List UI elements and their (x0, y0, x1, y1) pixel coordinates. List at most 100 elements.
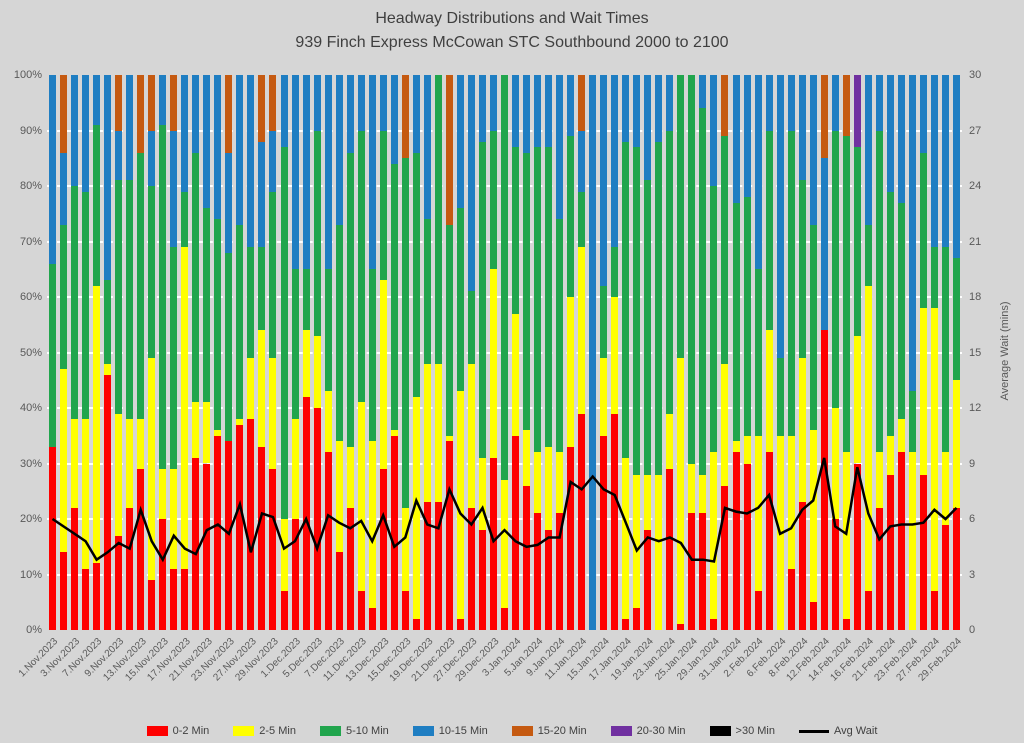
bar-segment (115, 413, 123, 536)
legend-swatch-icon (412, 726, 434, 736)
bar-segment (280, 591, 288, 630)
bar-segment (655, 141, 663, 475)
bar-segment (280, 519, 288, 592)
bar-segment (611, 297, 619, 414)
bar-segment (655, 75, 663, 142)
bar-segment (192, 152, 200, 403)
bar-segment (434, 363, 442, 503)
bar-segment (864, 285, 872, 592)
bar-segment (611, 413, 619, 630)
bar-segment (699, 513, 707, 630)
bar-segment (258, 75, 266, 142)
bar-segment (864, 75, 872, 225)
bar-segment (335, 441, 343, 553)
bar-segment (60, 224, 68, 370)
bar-segment (181, 191, 189, 248)
bar-segment (908, 391, 916, 453)
bar-segment (280, 147, 288, 519)
legend-item: Avg Wait (798, 725, 877, 737)
bar-segment (908, 452, 916, 630)
bar-segment (919, 308, 927, 475)
bar-segment (622, 75, 630, 142)
bar-segment (181, 247, 189, 569)
bar-segment (335, 75, 343, 225)
bar-segment (335, 552, 343, 630)
bar-segment (346, 507, 354, 630)
bar-segment (137, 75, 145, 153)
bar-segment (754, 269, 762, 436)
y-axis-left-tick: 50% (19, 346, 42, 359)
bar-segment (556, 219, 564, 453)
bar-segment (941, 75, 949, 248)
bar-segment (644, 474, 652, 531)
legend-label: 10-15 Min (438, 725, 488, 737)
bar-segment (611, 75, 619, 248)
bar-segment (842, 136, 850, 453)
y-axis-right-tick: 0 (969, 624, 976, 636)
y-axis-left-tick: 40% (19, 402, 42, 414)
bar-segment (864, 224, 872, 286)
bar-segment (743, 435, 751, 464)
bar-segment (732, 75, 740, 203)
bar-segment (236, 424, 244, 630)
bar-segment (489, 457, 497, 630)
bar-segment (677, 624, 685, 630)
legend-swatch-icon (146, 726, 168, 736)
bar-segment (600, 75, 608, 286)
bar-segment (467, 291, 475, 364)
bar-segment (886, 474, 894, 630)
bar-segment (93, 563, 101, 630)
bar-segment (478, 75, 486, 142)
bar-segment (115, 535, 123, 630)
bar-segment (886, 191, 894, 436)
bar-segment (456, 618, 464, 630)
bar-segment (192, 402, 200, 458)
bar-segment (600, 435, 608, 630)
bar-segment (820, 75, 828, 159)
bar-segment (644, 75, 652, 181)
bar-segment (908, 75, 916, 392)
bar-segment (941, 524, 949, 630)
bar-segment (489, 130, 497, 270)
bar-segment (754, 591, 762, 630)
bar-segment (578, 247, 586, 414)
bar-segment (545, 147, 553, 447)
bar-segment (578, 75, 586, 131)
bar-segment (192, 457, 200, 630)
bar-segment (919, 152, 927, 309)
bar-segment (104, 280, 112, 364)
bar-segment (875, 452, 883, 508)
legend-swatch-icon (709, 726, 731, 736)
bar-segment (930, 591, 938, 630)
bar-segment (148, 186, 156, 359)
legend-item: 2-5 Min (233, 725, 296, 737)
bar-segment (600, 358, 608, 436)
bar-segment (434, 502, 442, 630)
bar-segment (137, 152, 145, 420)
bar-segment (60, 75, 68, 153)
legend-line-icon (798, 729, 829, 733)
bar-segment (412, 75, 420, 153)
bar-segment (545, 75, 553, 148)
bar-segment (831, 519, 839, 630)
bar-segment (556, 75, 564, 220)
bar-segment (952, 258, 960, 381)
bar-segment (688, 75, 696, 464)
bar-segment (842, 452, 850, 619)
bar-segment (313, 130, 321, 336)
bar-segment (170, 75, 178, 131)
legend-label: 5-10 Min (345, 725, 389, 737)
bar-segment (919, 75, 927, 153)
bar-segment (721, 485, 729, 630)
bar-segment (93, 124, 101, 286)
bar-segment (798, 502, 806, 630)
bar-segment (699, 108, 707, 475)
bar-segment (181, 568, 189, 630)
bar-segment (633, 147, 641, 475)
bar-segment (754, 75, 762, 270)
bar-segment (126, 507, 134, 630)
y-axis-right-tick: 27 (969, 124, 982, 137)
bar-segment (148, 358, 156, 581)
bar-segment (534, 452, 542, 514)
bar-segment (368, 75, 376, 270)
